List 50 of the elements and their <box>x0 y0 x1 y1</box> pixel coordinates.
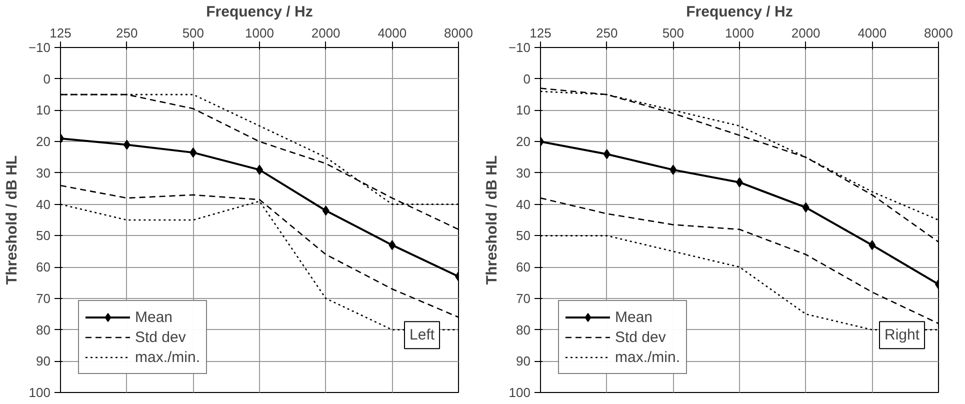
y-tick-label: −10 <box>28 40 51 55</box>
y-tick-label: 20 <box>36 134 51 150</box>
y-tick-label: 20 <box>516 134 531 150</box>
y-axis-title: Threshold / dB HL <box>3 155 20 285</box>
y-tick-label: 60 <box>36 260 51 275</box>
x-tick-label: 1000 <box>725 26 754 40</box>
x-axis-title: Frequency / Hz <box>686 4 793 20</box>
x-tick-label: 125 <box>50 26 72 40</box>
legend-label: Std dev <box>615 328 666 346</box>
y-tick-label: 30 <box>516 165 531 180</box>
y-tick-label: 50 <box>36 228 51 244</box>
y-tick-label: 0 <box>43 71 51 86</box>
x-tick-label: 2000 <box>791 26 820 40</box>
legend-label: max./min. <box>135 348 200 366</box>
y-tick-label: 90 <box>516 354 531 369</box>
x-tick-label: 500 <box>182 26 204 40</box>
legend-label: max./min. <box>615 348 680 366</box>
x-tick-label: 1000 <box>245 26 274 40</box>
annotation: Left <box>410 326 436 344</box>
annotation: Right <box>884 326 920 344</box>
x-tick-label: 8000 <box>444 26 473 40</box>
y-tick-label: 40 <box>36 196 51 212</box>
y-tick-label: 90 <box>36 354 51 369</box>
y-tick-label: 100 <box>508 385 531 400</box>
y-tick-label: 10 <box>36 102 51 118</box>
y-tick-label: 80 <box>516 322 531 338</box>
y-tick-label: 60 <box>516 260 531 275</box>
y-tick-label: 100 <box>28 385 51 400</box>
x-tick-label: 2000 <box>311 26 340 40</box>
y-tick-label: 30 <box>36 165 51 180</box>
x-tick-label: 250 <box>596 26 618 40</box>
x-tick-label: 500 <box>662 26 684 40</box>
y-tick-label: 40 <box>516 196 531 212</box>
x-tick-label: 8000 <box>924 26 953 40</box>
y-axis-title: Threshold / dB HL <box>483 155 500 285</box>
y-tick-label: 10 <box>516 102 531 118</box>
y-tick-label: 50 <box>516 228 531 244</box>
y-tick-label: 70 <box>516 290 531 306</box>
x-axis-title: Frequency / Hz <box>206 4 313 20</box>
y-tick-label: −10 <box>508 40 531 55</box>
legend-label: Std dev <box>135 328 186 346</box>
x-tick-label: 4000 <box>858 26 887 40</box>
y-tick-label: 80 <box>36 322 51 338</box>
legend-label: Mean <box>135 308 173 326</box>
x-tick-label: 4000 <box>378 26 407 40</box>
x-tick-label: 125 <box>530 26 552 40</box>
x-tick-label: 250 <box>116 26 138 40</box>
legend-label: Mean <box>615 308 653 326</box>
y-tick-label: 70 <box>36 290 51 306</box>
y-tick-label: 0 <box>523 71 531 86</box>
